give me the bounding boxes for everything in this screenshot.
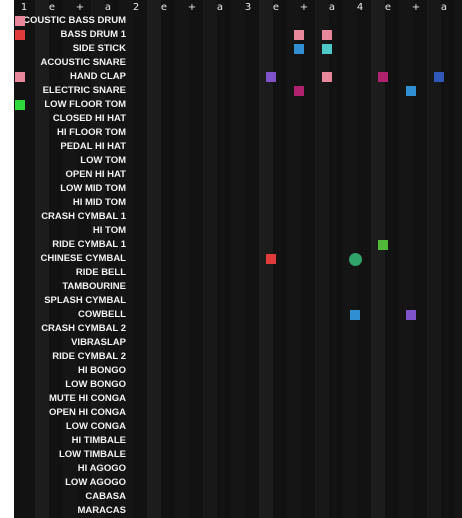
instrument-label[interactable]: HAND CLAP bbox=[70, 71, 126, 82]
note-cell[interactable] bbox=[294, 30, 304, 40]
instrument-label[interactable]: MARACAS bbox=[77, 505, 126, 516]
instrument-label[interactable]: RIDE CYMBAL 2 bbox=[52, 351, 126, 362]
instrument-label[interactable]: VIBRASLAP bbox=[71, 337, 126, 348]
note-cell[interactable] bbox=[434, 72, 444, 82]
instrument-label[interactable]: CRASH CYMBAL 1 bbox=[41, 211, 126, 222]
step-column[interactable] bbox=[231, 0, 245, 518]
step-header-label: 2 bbox=[132, 2, 140, 13]
instrument-label[interactable]: CABASA bbox=[85, 491, 126, 502]
step-header-label: + bbox=[187, 2, 197, 13]
instrument-color-swatch[interactable] bbox=[15, 30, 25, 40]
step-header-label: e bbox=[48, 2, 56, 13]
step-header-label: a bbox=[440, 2, 448, 13]
instrument-label[interactable]: COWBELL bbox=[77, 309, 126, 320]
instrument-label[interactable]: LOW BONGO bbox=[65, 379, 126, 390]
note-cell[interactable] bbox=[322, 30, 332, 40]
step-column[interactable] bbox=[147, 0, 161, 518]
instrument-label[interactable]: LOW AGOGO bbox=[65, 477, 126, 488]
instrument-label[interactable]: ELECTRIC SNARE bbox=[42, 85, 126, 96]
instrument-label[interactable]: LOW TOM bbox=[80, 155, 126, 166]
step-header-label: 4 bbox=[356, 2, 364, 13]
step-header-label: a bbox=[328, 2, 336, 13]
step-header-label: a bbox=[104, 2, 112, 13]
instrument-color-swatch[interactable] bbox=[15, 100, 25, 110]
note-cell[interactable] bbox=[406, 310, 416, 320]
instrument-label[interactable]: ACOUSTIC SNARE bbox=[40, 57, 126, 68]
instrument-label[interactable]: HI AGOGO bbox=[77, 463, 126, 474]
instrument-color-swatch[interactable] bbox=[15, 16, 25, 26]
note-cell[interactable] bbox=[322, 72, 332, 82]
step-header-label: + bbox=[75, 2, 85, 13]
step-column[interactable] bbox=[35, 0, 49, 518]
step-column[interactable] bbox=[203, 0, 217, 518]
step-column[interactable] bbox=[63, 0, 77, 518]
instrument-label[interactable]: HI BONGO bbox=[77, 365, 126, 376]
step-column[interactable] bbox=[315, 0, 329, 518]
instrument-label[interactable]: SPLASH CYMBAL bbox=[44, 295, 126, 306]
instrument-label[interactable]: CLOSED HI HAT bbox=[52, 113, 126, 124]
instrument-label[interactable]: PEDAL HI HAT bbox=[60, 141, 126, 152]
note-cell[interactable] bbox=[294, 44, 304, 54]
instrument-label[interactable]: HI MID TOM bbox=[72, 197, 126, 208]
instrument-label[interactable]: LOW MID TOM bbox=[60, 183, 126, 194]
step-column[interactable] bbox=[119, 0, 133, 518]
step-column[interactable] bbox=[455, 0, 462, 518]
note-cell[interactable] bbox=[350, 310, 360, 320]
step-column[interactable] bbox=[175, 0, 189, 518]
instrument-label[interactable]: CHINESE CYMBAL bbox=[40, 253, 126, 264]
instrument-label[interactable]: CRASH CYMBAL 2 bbox=[41, 323, 126, 334]
step-header-label: e bbox=[160, 2, 168, 13]
step-header-label: 1 bbox=[20, 2, 28, 13]
instrument-label[interactable]: MUTE HI CONGA bbox=[48, 393, 126, 404]
step-header-label: e bbox=[272, 2, 280, 13]
note-cell[interactable] bbox=[378, 72, 388, 82]
instrument-label[interactable]: OPEN HI CONGA bbox=[48, 407, 126, 418]
note-cell[interactable] bbox=[266, 72, 276, 82]
instrument-label[interactable]: OPEN HI HAT bbox=[65, 169, 126, 180]
instrument-label[interactable]: LOW FLOOR TOM bbox=[44, 99, 126, 110]
instrument-label[interactable]: HI TIMBALE bbox=[71, 435, 126, 446]
instrument-color-swatch[interactable] bbox=[15, 72, 25, 82]
instrument-label[interactable]: HI TOM bbox=[92, 225, 126, 236]
note-cell[interactable] bbox=[406, 86, 416, 96]
sequencer-grid[interactable]: 1 e + a 2 e + a 3 e + a 4 e + a ACOUSTIC BASS DRUM BASS D… bbox=[14, 0, 462, 518]
step-column[interactable] bbox=[371, 0, 385, 518]
step-header-label: 3 bbox=[244, 2, 252, 13]
step-header-label: e bbox=[384, 2, 392, 13]
step-column[interactable] bbox=[399, 0, 413, 518]
instrument-label[interactable]: RIDE CYMBAL 1 bbox=[52, 239, 126, 250]
note-cell[interactable] bbox=[322, 44, 332, 54]
instrument-label[interactable]: HI FLOOR TOM bbox=[57, 127, 126, 138]
note-cell[interactable] bbox=[294, 86, 304, 96]
instrument-label[interactable]: SIDE STICK bbox=[72, 43, 126, 54]
step-column[interactable] bbox=[91, 0, 105, 518]
instrument-label[interactable]: TAMBOURINE bbox=[62, 281, 126, 292]
step-header-label: + bbox=[411, 2, 421, 13]
instrument-label[interactable]: RIDE BELL bbox=[75, 267, 126, 278]
step-column[interactable] bbox=[287, 0, 301, 518]
note-cell[interactable] bbox=[266, 254, 276, 264]
playhead-cursor bbox=[349, 253, 362, 266]
instrument-label[interactable]: LOW TIMBALE bbox=[58, 449, 126, 460]
step-header-label: + bbox=[299, 2, 309, 13]
step-header-label: a bbox=[216, 2, 224, 13]
instrument-label[interactable]: BASS DRUM 1 bbox=[60, 29, 126, 40]
instrument-label[interactable]: LOW CONGA bbox=[65, 421, 126, 432]
note-cell[interactable] bbox=[378, 240, 388, 250]
instrument-label[interactable]: ACOUSTIC BASS DRUM bbox=[16, 15, 126, 26]
step-column[interactable] bbox=[427, 0, 441, 518]
